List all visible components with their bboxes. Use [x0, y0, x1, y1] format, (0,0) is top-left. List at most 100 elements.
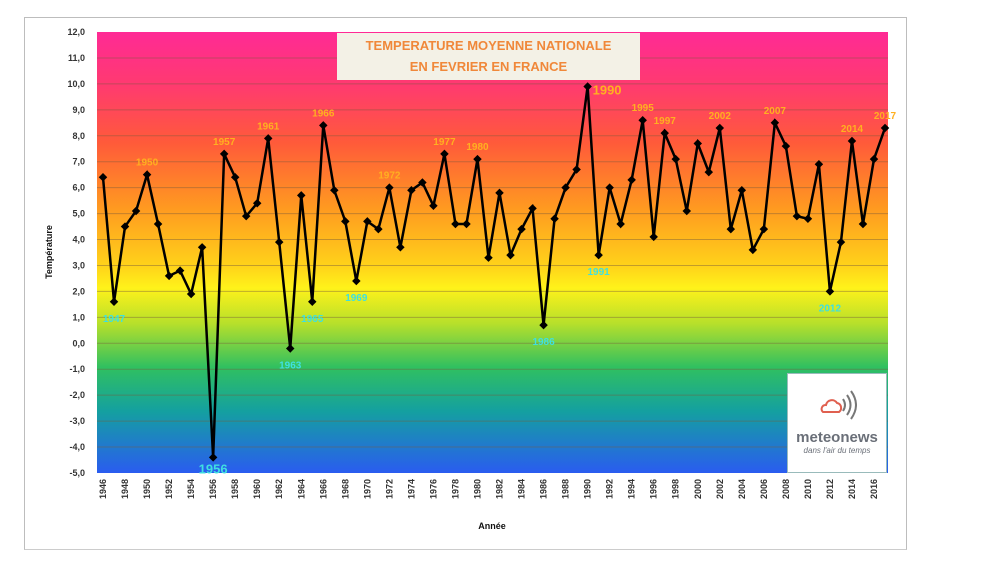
y-tick-label: 8,0: [72, 131, 85, 141]
low-year-label: 1991: [588, 267, 611, 278]
x-tick-label: 1986: [539, 479, 549, 499]
y-tick-label: -5,0: [69, 468, 85, 478]
x-tick-label: 1994: [627, 479, 637, 499]
x-tick-label: 1970: [362, 479, 372, 499]
high-year-label: 1980: [466, 142, 489, 153]
x-tick-label: 2000: [693, 479, 703, 499]
data-point: [462, 219, 471, 229]
series-line: [101, 86, 887, 458]
high-year-label: 2017: [874, 111, 897, 122]
data-point: [186, 289, 196, 299]
x-tick-label: 1954: [186, 479, 196, 499]
y-tick-label: -2,0: [69, 390, 85, 400]
data-point: [208, 453, 218, 462]
y-tick-label: 1,0: [72, 312, 85, 322]
high-year-label: 1957: [213, 137, 236, 148]
y-tick-label: 11,0: [68, 53, 85, 63]
chart-title-line1: TEMPERATURE MOYENNE NATIONALE: [365, 38, 612, 53]
data-point: [109, 297, 119, 307]
data-point: [319, 121, 328, 130]
x-axis-title: Année: [478, 521, 506, 531]
data-point: [175, 266, 185, 275]
data-point: [330, 185, 339, 195]
y-tick-label: 3,0: [72, 260, 85, 270]
data-point: [407, 185, 416, 195]
data-point: [341, 217, 350, 226]
data-point: [197, 243, 207, 252]
high-year-label: 2007: [764, 106, 787, 117]
data-point: [230, 173, 240, 182]
x-tick-label: 1992: [605, 479, 615, 499]
data-point: [308, 297, 317, 307]
y-tick-label: -1,0: [69, 364, 85, 374]
data-point: [440, 149, 449, 159]
data-point: [374, 224, 383, 234]
logo-tagline: dans l'air du temps: [803, 446, 871, 455]
low-year-label: 2012: [819, 303, 842, 314]
chart-title: TEMPERATURE MOYENNE NATIONALE EN FEVRIER…: [337, 33, 640, 80]
data-point: [396, 243, 405, 252]
x-tick-label: 1958: [230, 479, 240, 499]
y-tick-label: 10,0: [67, 79, 85, 89]
data-point: [495, 188, 504, 198]
data-point: [131, 206, 141, 216]
x-tick-label: 2012: [825, 479, 835, 499]
x-tick-label: 1962: [274, 479, 284, 499]
y-tick-label: -3,0: [69, 416, 85, 426]
x-tick-label: 1956: [208, 479, 218, 499]
chart-title-line2: EN FEVRIER EN FRANCE: [409, 59, 568, 74]
x-tick-label: 1990: [583, 479, 593, 499]
high-year-label: 2014: [841, 124, 864, 135]
meteonews-logo: meteonews dans l'air du temps: [787, 373, 887, 473]
data-point: [153, 219, 163, 229]
y-tick-label: 2,0: [72, 286, 85, 296]
x-tick-label: 2006: [759, 479, 769, 499]
x-tick-label: 1996: [649, 479, 659, 499]
low-year-label: 1986: [532, 337, 555, 348]
data-point: [418, 178, 427, 187]
high-year-label: 1961: [257, 121, 280, 132]
low-year-label: 1963: [279, 360, 302, 371]
data-point: [252, 198, 262, 208]
high-year-label: 1997: [654, 116, 677, 127]
low-year-label: 1956: [199, 461, 228, 476]
data-point: [429, 201, 438, 211]
high-year-label: 1990: [593, 82, 622, 97]
data-point: [164, 271, 174, 281]
data-point: [352, 276, 361, 286]
x-tick-label: 2008: [781, 479, 791, 499]
y-tick-label: 9,0: [72, 105, 85, 115]
x-tick-label: 1948: [120, 479, 130, 499]
data-point: [120, 222, 130, 231]
y-tick-label: 0,0: [72, 338, 85, 348]
y-axis-title: Température: [44, 225, 54, 279]
x-tick-label: 2016: [869, 479, 879, 499]
low-year-label: 1947: [103, 314, 126, 325]
x-tick-label: 1978: [450, 479, 460, 499]
y-tick-label: 5,0: [72, 209, 85, 219]
x-tick-label: 1946: [98, 479, 108, 499]
x-tick-label: 1964: [296, 479, 306, 499]
data-point: [297, 191, 306, 200]
y-tick-label: 7,0: [72, 157, 85, 167]
high-year-label: 1995: [632, 103, 655, 114]
data-point: [484, 253, 493, 262]
data-point: [473, 154, 482, 164]
x-tick-label: 2004: [737, 479, 747, 499]
data-point: [539, 320, 548, 330]
low-year-label: 1965: [301, 314, 324, 325]
x-tick-label: 1968: [340, 479, 350, 499]
x-tick-label: 1950: [142, 479, 152, 499]
data-point: [825, 287, 835, 296]
data-point: [385, 183, 394, 192]
x-tick-label: 1982: [495, 479, 505, 499]
high-year-label: 1966: [312, 108, 335, 119]
data-point: [274, 237, 284, 247]
x-tick-label: 1998: [671, 479, 681, 499]
cloud-signal-icon: [820, 390, 857, 420]
data-point: [285, 344, 295, 353]
logo-brand: meteonews: [796, 429, 878, 446]
x-tick-label: 2010: [803, 479, 813, 499]
x-tick-label: 1988: [561, 479, 571, 499]
